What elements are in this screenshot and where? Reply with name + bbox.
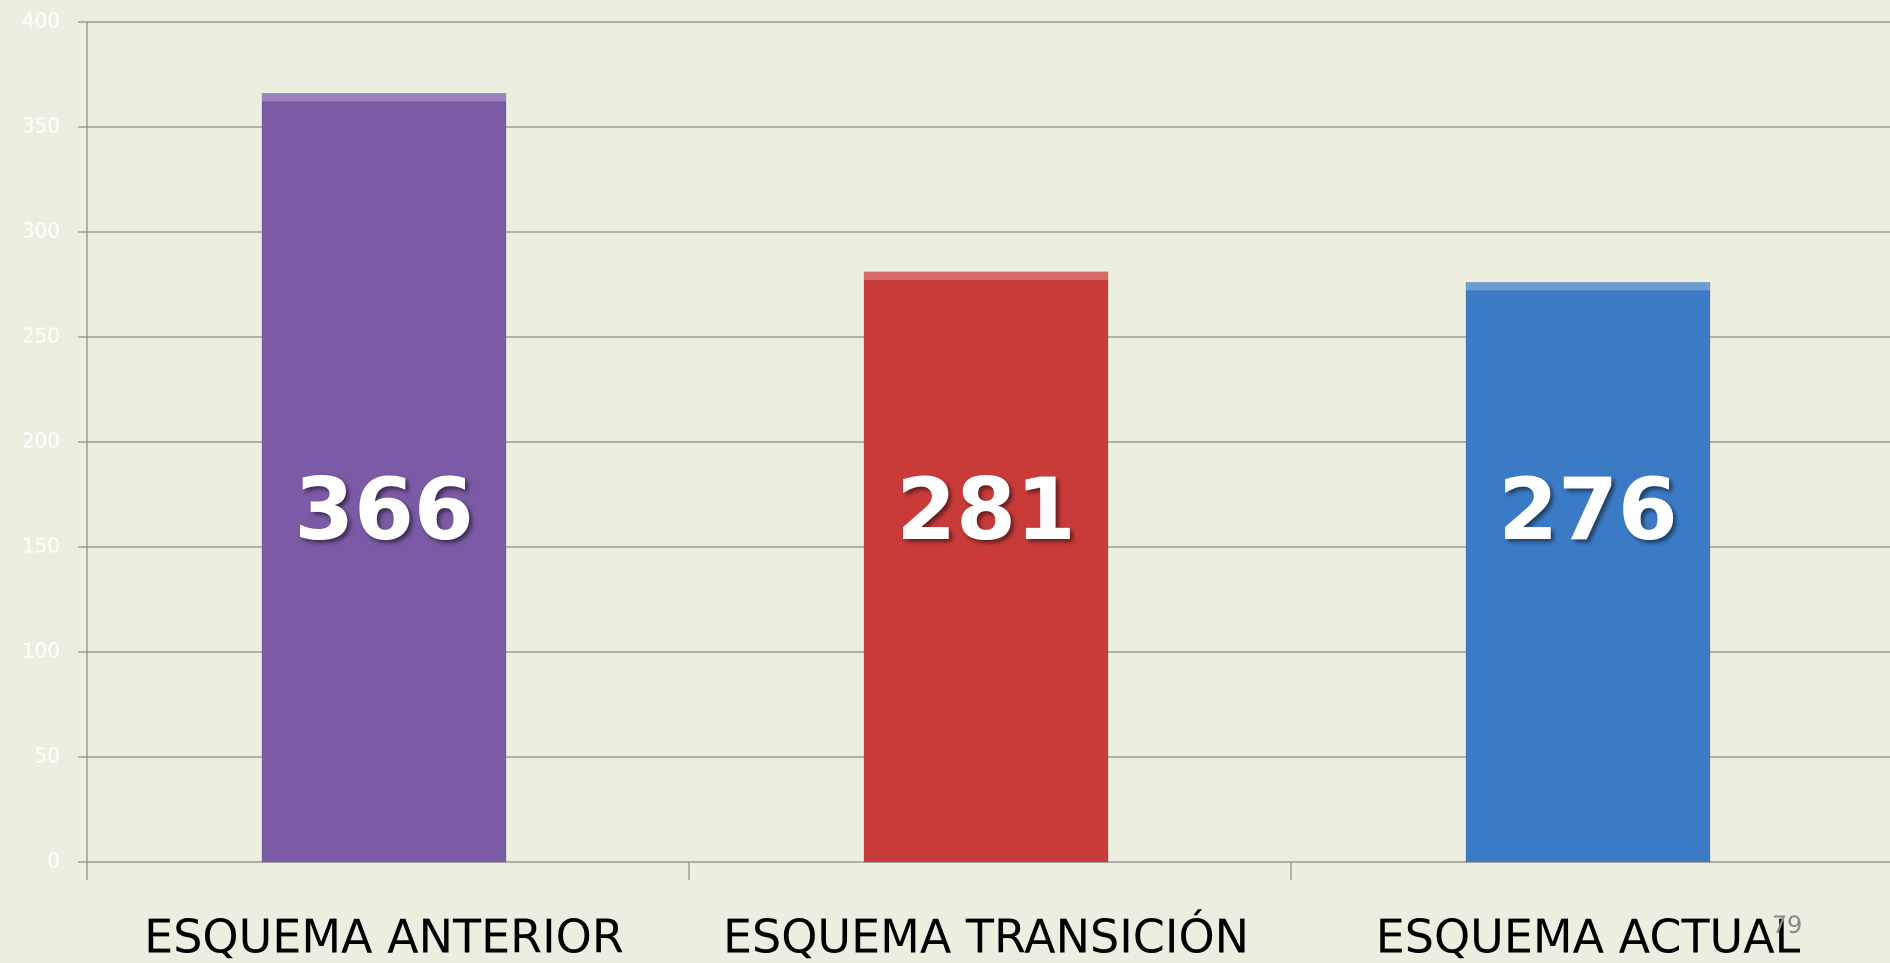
y-tick-label: 150: [22, 534, 60, 558]
x-tick-label: ESQUEMA ANTERIOR: [144, 910, 624, 963]
data-label: 366: [294, 460, 474, 560]
y-tick-label: 50: [35, 744, 60, 768]
y-tick-label: 300: [22, 219, 60, 243]
y-tick-label: 250: [22, 324, 60, 348]
y-tick-label: 0: [47, 849, 60, 873]
y-tick-label: 100: [22, 639, 60, 663]
data-label: 276: [1498, 460, 1678, 560]
y-tick-label: 350: [22, 114, 60, 138]
bar-highlight: [864, 271, 1108, 280]
x-tick-label: ESQUEMA ACTUAL: [1376, 910, 1801, 963]
bar-shade: [864, 271, 1108, 862]
bar-highlight: [1466, 282, 1710, 291]
data-label: 281: [896, 460, 1076, 560]
x-tick-label: ESQUEMA TRANSICIÓN: [723, 910, 1249, 963]
page-number: 79: [1772, 911, 1803, 939]
bar-shade: [262, 93, 506, 862]
y-tick-label: 400: [22, 9, 60, 33]
bar-shade: [1466, 282, 1710, 862]
y-tick-label: 200: [22, 429, 60, 453]
bar-highlight: [262, 93, 506, 102]
